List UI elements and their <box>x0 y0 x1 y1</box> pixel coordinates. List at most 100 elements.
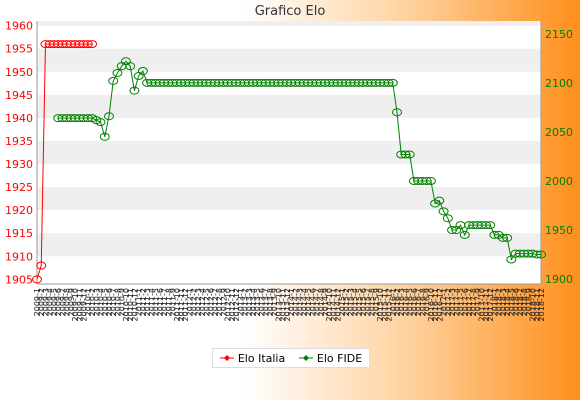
point-fide <box>514 249 525 258</box>
x-tick-label: 2016-6 <box>410 288 419 316</box>
x-tick-label: 2009-11 <box>75 288 84 321</box>
point-italia <box>82 40 93 49</box>
point-fide <box>209 78 220 87</box>
x-tick-label: 2015-3 <box>346 288 355 316</box>
legend-swatch-italia <box>219 355 234 361</box>
x-tick-label: 2011-10 <box>173 288 182 321</box>
point-fide <box>362 78 373 87</box>
point-fide <box>154 78 165 87</box>
x-tick-label: 2016-2 <box>393 288 402 316</box>
point-italia <box>78 40 89 49</box>
point-fide <box>307 78 318 87</box>
point-fide <box>464 221 474 230</box>
x-tick-label: 2012-7 <box>211 288 220 316</box>
x-tick-label: 2014-6 <box>308 288 317 316</box>
point-fide <box>379 78 390 87</box>
point-fide <box>192 78 203 87</box>
point-fide <box>231 78 242 87</box>
point-fide <box>349 78 360 87</box>
x-tick-label: 2014-1 <box>287 288 296 316</box>
point-fide <box>70 114 81 123</box>
x-tick-label: 2009-9 <box>67 288 76 316</box>
x-tick-label: 2016-7 <box>414 288 423 316</box>
x-tick-label: 2014-5 <box>304 288 313 316</box>
point-fide <box>171 78 182 87</box>
x-tick-label: 2017-9 <box>473 288 482 316</box>
x-tick-label: 2010-2 <box>88 288 97 316</box>
point-fide <box>468 221 479 230</box>
x-tick-label: 2012-12 <box>232 288 241 321</box>
x-tick-label: 2009-4 <box>46 288 55 316</box>
point-fide <box>502 233 513 242</box>
point-fide <box>345 78 356 87</box>
x-tick-label: 2010-7 <box>109 288 118 316</box>
grid-band <box>37 21 541 26</box>
point-fide <box>137 67 148 76</box>
point-fide <box>408 176 419 185</box>
x-tick-label: 2010-8 <box>113 288 122 316</box>
point-italia <box>87 40 98 49</box>
point-italia <box>32 275 42 284</box>
x-tick-label: 2011-4 <box>147 288 156 316</box>
point-fide <box>129 86 140 95</box>
point-fide <box>269 78 280 87</box>
left-tick-label: 1935 <box>5 135 33 148</box>
x-tick-label: 2016-1 <box>389 288 398 316</box>
point-fide <box>159 78 170 87</box>
point-fide <box>341 78 352 87</box>
x-tick-label: 2017-3 <box>448 288 457 316</box>
point-fide <box>328 78 339 87</box>
right-tick-label: 2000 <box>545 175 573 188</box>
point-fide <box>180 78 191 87</box>
x-tick-label: 2016-3 <box>397 288 406 316</box>
legend-item-fide: Elo FIDE <box>298 352 362 365</box>
x-tick-label: 2014-9 <box>321 288 330 316</box>
legend-label-italia: Elo Italia <box>237 351 286 365</box>
x-tick-label: 2014-2 <box>291 288 300 316</box>
x-tick-label: 2015-8 <box>368 288 377 316</box>
point-fide <box>375 78 386 87</box>
x-tick-label: 2010-5 <box>101 288 110 316</box>
x-tick-label: 2013-12 <box>283 288 292 321</box>
point-italia <box>70 40 81 49</box>
point-fide <box>146 78 157 87</box>
x-tick-label: 2018-9 <box>524 288 533 316</box>
x-tick-label: 2013-5 <box>253 288 262 316</box>
point-fide <box>264 78 275 87</box>
x-tick-label: 2011-6 <box>156 288 165 316</box>
x-tick-label: 2010-10 <box>122 288 131 321</box>
point-fide <box>442 214 453 223</box>
point-fide <box>366 78 377 87</box>
point-fide <box>476 221 487 230</box>
point-fide <box>303 78 314 87</box>
x-tick-label: 2015-4 <box>351 288 360 316</box>
x-tick-label: 2012-8 <box>215 288 224 316</box>
x-tick-label: 2013-4 <box>249 288 258 316</box>
x-tick-label: 2018-1 <box>490 288 499 316</box>
point-italia <box>65 40 76 49</box>
point-fide <box>336 78 347 87</box>
x-tick-label: 2013-7 <box>262 288 271 316</box>
x-tick-label: 2014-7 <box>313 288 322 316</box>
x-tick-label: 2011-2 <box>139 288 148 316</box>
point-fide <box>531 250 542 259</box>
point-fide <box>485 221 496 230</box>
x-tick-label: 2017-8 <box>469 288 478 316</box>
point-fide <box>298 78 309 87</box>
point-fide <box>320 78 330 87</box>
grid-band <box>37 48 541 72</box>
x-tick-label: 2018-2 <box>495 288 504 316</box>
point-fide <box>489 230 500 239</box>
point-fide <box>480 221 491 230</box>
point-fide <box>472 221 483 230</box>
point-fide <box>383 78 394 87</box>
point-italia <box>36 261 47 270</box>
x-tick-label: 2009-12 <box>80 288 89 321</box>
x-tick-label: 2016-5 <box>406 288 415 316</box>
x-tick-label: 2017-11 <box>482 288 491 321</box>
x-tick-label: 2012-9 <box>219 288 228 316</box>
x-tick-label: 2017-7 <box>465 288 474 316</box>
right-tick-label: 1950 <box>545 224 573 237</box>
x-tick-label: 2017-1 <box>440 288 449 316</box>
